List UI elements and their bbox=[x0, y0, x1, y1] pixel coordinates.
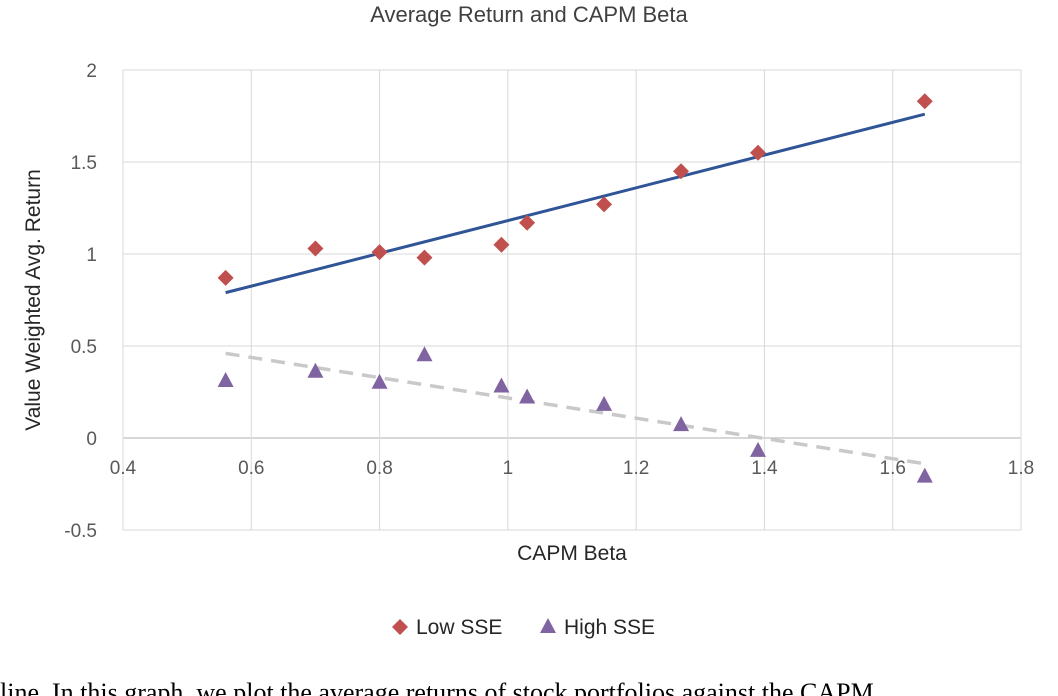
x-axis-label: CAPM Beta bbox=[517, 542, 627, 565]
x-tick-label: 1.6 bbox=[880, 458, 906, 479]
data-point bbox=[307, 240, 324, 257]
data-point bbox=[371, 244, 388, 261]
y-tick-label: -0.5 bbox=[64, 521, 97, 542]
y-tick-label: 0 bbox=[86, 429, 97, 450]
data-point bbox=[519, 214, 536, 231]
y-axis-label: Value Weighted Avg. Return bbox=[22, 169, 45, 431]
y-tick-labels: -0.5 0 0.5 1 1.5 2 bbox=[64, 61, 97, 542]
data-point bbox=[750, 144, 767, 161]
x-tick-label: 0.6 bbox=[238, 458, 264, 479]
data-point bbox=[916, 467, 933, 483]
x-tick-label: 0.8 bbox=[366, 458, 392, 479]
data-point bbox=[673, 163, 690, 180]
data-point bbox=[916, 93, 933, 110]
data-point bbox=[596, 196, 613, 213]
data-point bbox=[416, 346, 433, 362]
data-points bbox=[217, 93, 933, 483]
data-point bbox=[307, 362, 324, 378]
data-point bbox=[519, 388, 536, 404]
data-point bbox=[493, 236, 510, 253]
x-tick-label: 1.8 bbox=[1008, 458, 1034, 479]
legend-label: Low SSE bbox=[416, 616, 502, 639]
x-tick-label: 1 bbox=[503, 458, 514, 479]
x-tick-label: 1.4 bbox=[751, 458, 778, 479]
trendline bbox=[225, 351, 926, 466]
chart-title: Average Return and CAPM Beta bbox=[370, 2, 688, 27]
legend-marker bbox=[392, 619, 408, 635]
data-point bbox=[416, 249, 433, 266]
legend-label: High SSE bbox=[564, 616, 655, 639]
x-tick-label: 0.4 bbox=[110, 458, 137, 479]
grid bbox=[122, 69, 1022, 531]
data-point bbox=[596, 395, 613, 411]
legend-marker bbox=[540, 618, 556, 633]
x-tick-label: 1.2 bbox=[623, 458, 649, 479]
data-point bbox=[217, 371, 234, 387]
y-tick-label: 1 bbox=[86, 245, 97, 266]
trendline bbox=[225, 112, 926, 295]
data-point bbox=[673, 416, 690, 432]
data-point bbox=[750, 441, 767, 457]
page-caption-fragment: line. In this graph, we plot the average… bbox=[0, 678, 874, 696]
x-tick-labels: 0.4 0.6 0.8 1 1.2 1.4 1.6 1.8 bbox=[110, 458, 1034, 479]
scatter-chart: Average Return and CAPM Beta 0.4 0.6 0.8 1 1… bbox=[22, 2, 1034, 639]
legend: Low SSE High SSE bbox=[392, 616, 655, 639]
y-tick-label: 2 bbox=[86, 61, 97, 82]
data-point bbox=[493, 377, 510, 393]
trendlines bbox=[225, 112, 926, 466]
y-tick-label: 0.5 bbox=[71, 337, 97, 358]
data-point bbox=[371, 373, 388, 389]
data-point bbox=[217, 269, 234, 286]
y-tick-label: 1.5 bbox=[71, 153, 97, 174]
